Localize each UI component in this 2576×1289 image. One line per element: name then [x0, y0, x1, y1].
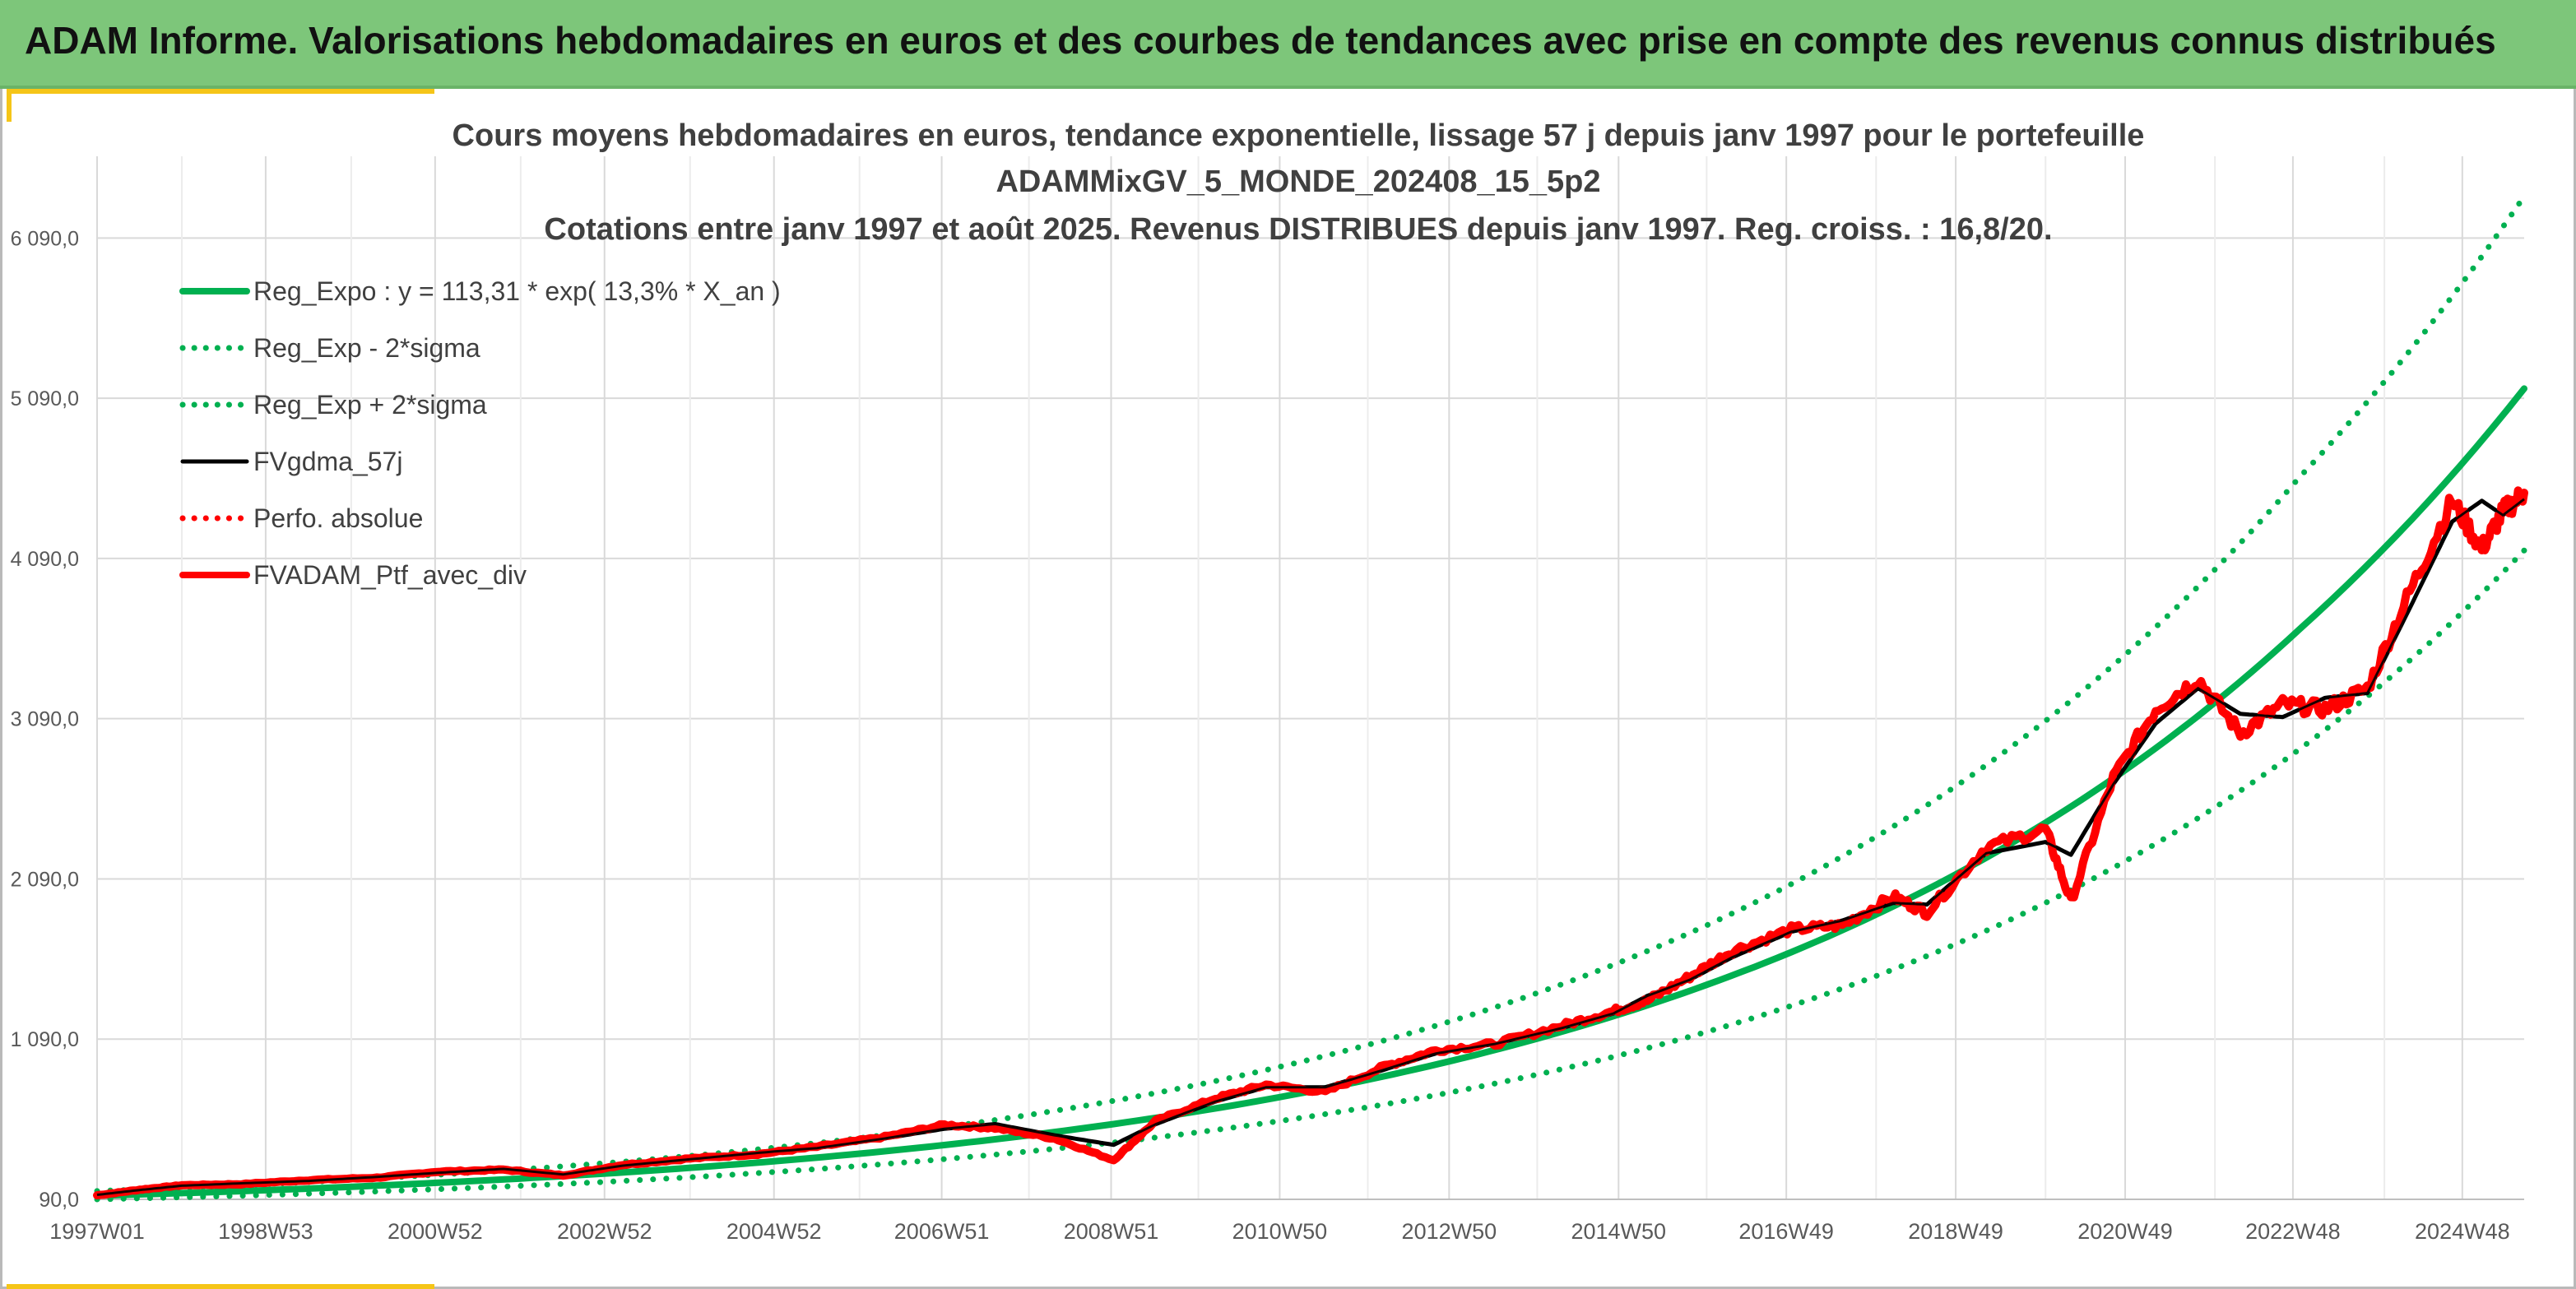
- y-tick-label: 6 090,0: [11, 227, 79, 250]
- x-tick-label: 2006W51: [894, 1219, 990, 1244]
- x-tick-label: 1998W53: [218, 1219, 313, 1244]
- x-tick-label: 2022W48: [2245, 1219, 2341, 1244]
- x-tick-label: 2012W50: [1402, 1219, 1497, 1244]
- x-tick-label: 2008W51: [1064, 1219, 1159, 1244]
- x-tick-label: 2002W52: [557, 1219, 652, 1244]
- x-tick-label: 2018W49: [1908, 1219, 2003, 1244]
- y-tick-label: 90,0: [39, 1189, 79, 1212]
- corner-accent-bottom: [7, 1284, 434, 1289]
- banner-title: ADAM Informe. Valorisations hebdomadaire…: [25, 19, 2496, 62]
- legend: Reg_Expo : y = 113,31 * exp( 13,3% * X_a…: [179, 276, 781, 590]
- legend-label: Reg_Expo : y = 113,31 * exp( 13,3% * X_a…: [253, 276, 781, 306]
- legend-label: Reg_Exp - 2*sigma: [253, 333, 480, 363]
- y-tick-label: 1 090,0: [11, 1028, 79, 1051]
- series-line-1: [94, 385, 2527, 1199]
- series-line-overlay: [96, 498, 2525, 1196]
- series-layer: [93, 193, 2528, 1203]
- x-tick-label: 1997W01: [49, 1219, 145, 1244]
- y-tick-label: 3 090,0: [11, 708, 79, 731]
- x-tick-label: 2016W49: [1738, 1219, 1834, 1244]
- legend-label: Perfo. absolue: [253, 503, 423, 533]
- chart-title-block: Cours moyens hebdomadaires en euros, ten…: [453, 118, 2145, 247]
- grid-layer: [96, 156, 2524, 1200]
- chart-frame: [0, 89, 2576, 1289]
- chart-title-line: Cours moyens hebdomadaires en euros, ten…: [453, 118, 2145, 153]
- x-tick-label: 2000W52: [388, 1219, 483, 1244]
- corner-accent-top: [7, 89, 434, 94]
- x-tick-label: 2014W50: [1571, 1219, 1666, 1244]
- x-tick-label: 2020W49: [2077, 1219, 2173, 1244]
- legend-label: Reg_Exp + 2*sigma: [253, 390, 487, 420]
- y-tick-label: 4 090,0: [11, 548, 79, 571]
- chart-title-line: ADAMMixGV_5_MONDE_202408_15_5p2: [996, 165, 1600, 199]
- corner-accent-left: [7, 89, 12, 122]
- axis-layer: 90,0 1 090,0 2 090,0 3 090,0 4 090,0 5 090,0 6…: [11, 227, 2524, 1244]
- series-line-6: [93, 486, 2528, 1200]
- legend-label: FVADAM_Ptf_avec_div: [253, 560, 527, 590]
- x-tick-label: 2004W52: [726, 1219, 822, 1244]
- x-tick-label: 2010W50: [1232, 1219, 1328, 1244]
- legend-label: FVgdma_57j: [253, 447, 402, 476]
- header-banner: ADAM Informe. Valorisations hebdomadaire…: [0, 0, 2576, 89]
- chart-title-line: Cotations entre janv 1997 et août 2025. …: [544, 212, 2052, 247]
- x-tick-label: 2024W48: [2415, 1219, 2510, 1244]
- series-line-2: [94, 547, 2527, 1203]
- y-tick-label: 2 090,0: [11, 868, 79, 891]
- y-tick-label: 5 090,0: [11, 387, 79, 410]
